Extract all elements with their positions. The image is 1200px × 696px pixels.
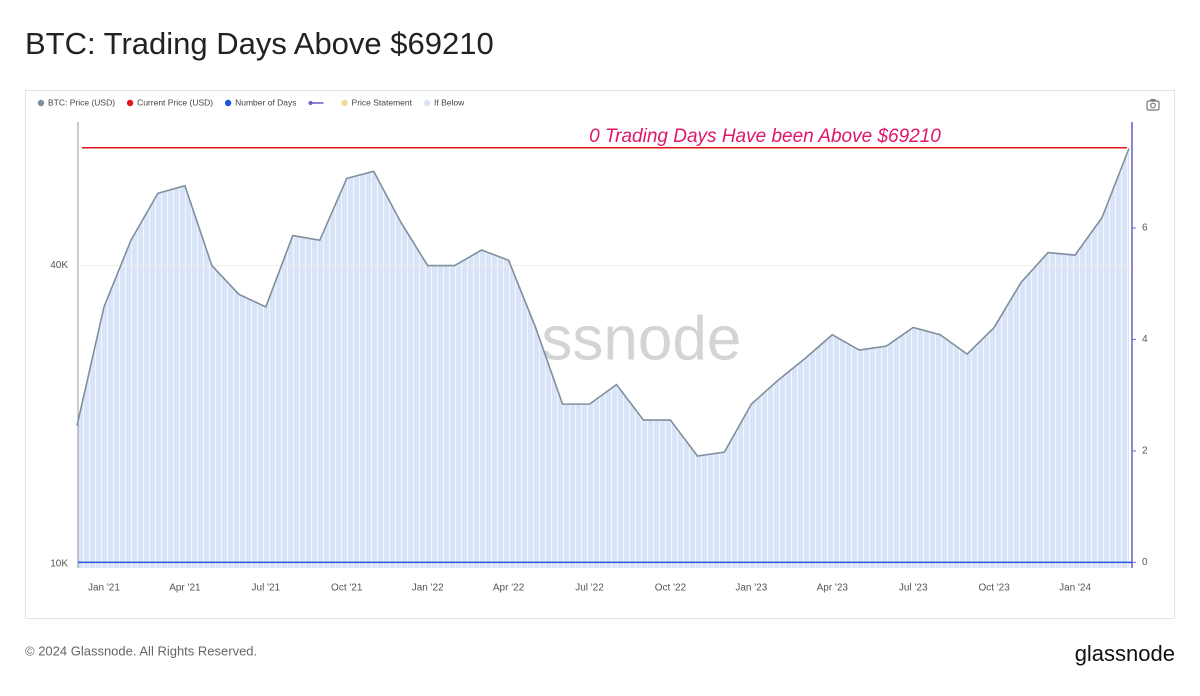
legend-marker (341, 99, 348, 107)
x-tick-label: Jul '21 (252, 583, 281, 594)
y2-tick-label: 6 (1142, 223, 1148, 234)
legend-marker (224, 99, 232, 107)
x-tick-label: Jul '23 (899, 583, 928, 594)
legend-label: Current Price (USD) (137, 97, 213, 107)
footer: © 2024 Glassnode. All Rights Reserved. (25, 643, 257, 658)
legend-label: Number of Days (235, 97, 296, 107)
x-tick-label: Jul '22 (575, 583, 604, 594)
brand-logo: glassnode (1075, 641, 1175, 666)
camera-icon[interactable] (1146, 99, 1160, 111)
chart-title: BTC: Trading Days Above $69210 (25, 26, 494, 61)
area-stripes (77, 148, 1129, 569)
x-tick-label: Oct '22 (655, 583, 687, 594)
legend-marker (423, 99, 431, 107)
x-tick-label: Jan '23 (735, 583, 767, 594)
y2-tick-label: 2 (1142, 446, 1148, 457)
x-tick-label: Jan '22 (412, 583, 444, 594)
legend-label: BTC: Price (USD) (48, 97, 115, 107)
legend-line-dot (308, 101, 313, 105)
price-line (76, 148, 1130, 457)
x-tick-label: Apr '23 (817, 583, 849, 594)
x-tick-label: Oct '21 (331, 583, 363, 594)
annotation: 0 Trading Days Have been Above $69210 (589, 126, 941, 147)
x-tick-label: Jan '21 (88, 583, 120, 594)
y2-tick-label: 4 (1142, 334, 1148, 345)
legend-marker (126, 99, 134, 107)
y-tick-label: 10K (50, 558, 68, 569)
y-tick-label: 40K (50, 260, 68, 271)
x-tick-label: Oct '23 (978, 583, 1010, 594)
x-tick-label: Apr '21 (169, 583, 201, 594)
x-tick-label: Jan '24 (1059, 583, 1091, 594)
legend-label: Price Statement (352, 97, 413, 107)
legend-label: If Below (434, 97, 465, 107)
y2-tick-label: 0 (1142, 557, 1148, 568)
legend-marker (37, 99, 45, 107)
x-tick-label: Apr '22 (493, 583, 525, 594)
